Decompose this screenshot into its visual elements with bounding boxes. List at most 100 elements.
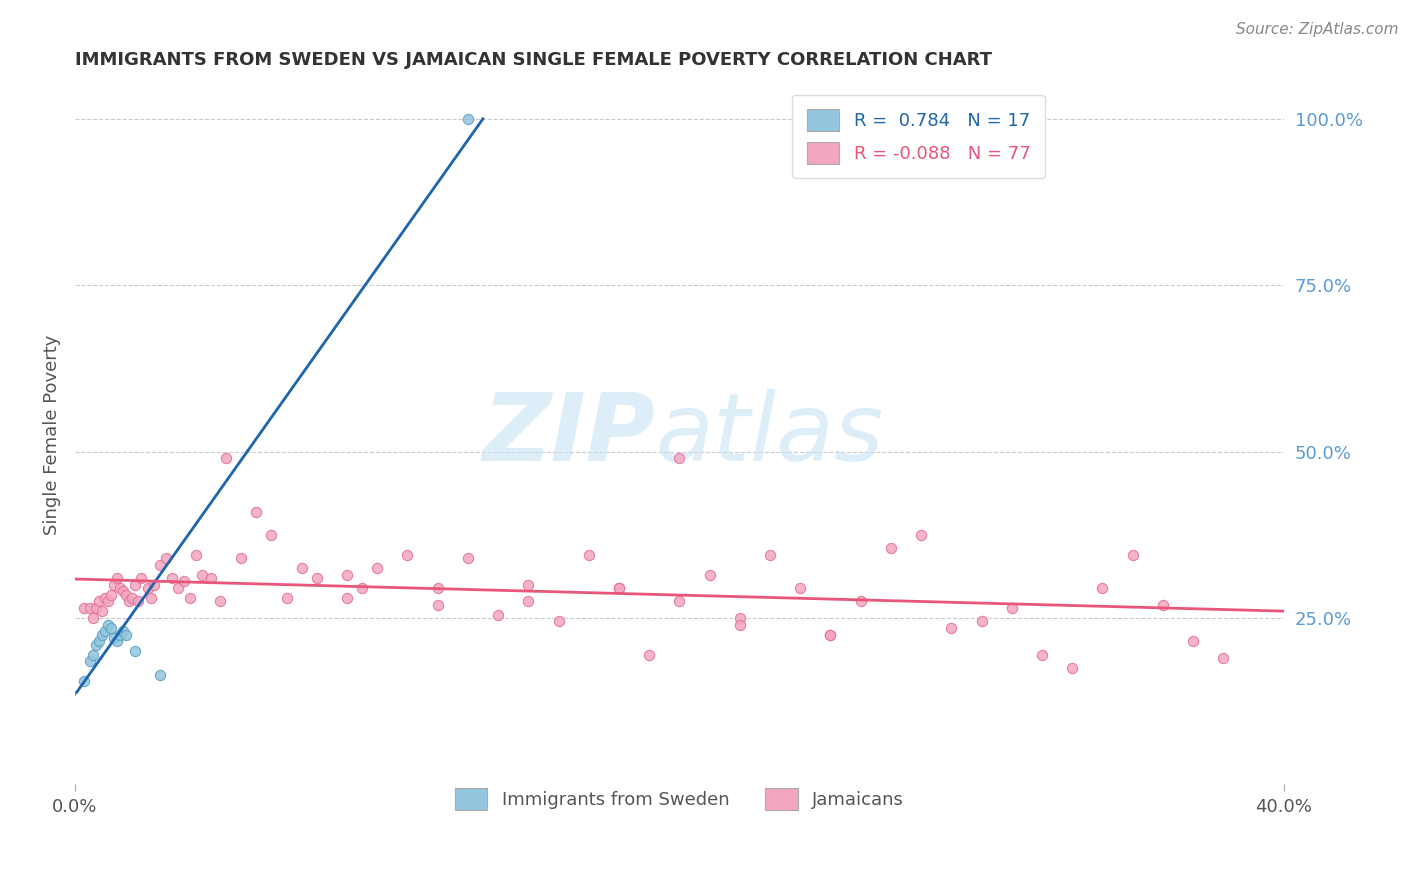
Point [209,594,232,608]
Point [607,581,630,595]
Point [336,567,359,582]
Point [638,648,661,662]
Point [820,628,842,642]
Point [82,648,104,662]
Point [79,601,101,615]
Point [166,581,188,595]
Point [84,601,107,615]
Point [1122,548,1144,562]
Point [82,611,104,625]
Text: atlas: atlas [655,390,883,481]
Point [124,644,146,658]
Point [73,674,96,689]
Point [112,584,135,599]
Point [131,571,153,585]
Point [486,607,509,622]
Point [276,591,298,605]
Point [79,654,101,668]
Point [136,581,159,595]
Point [426,598,449,612]
Point [1091,581,1114,595]
Point [728,611,751,625]
Point [91,604,114,618]
Point [112,624,135,639]
Point [759,548,782,562]
Point [1062,661,1084,675]
Point [1152,598,1174,612]
Point [291,561,314,575]
Y-axis label: Single Female Poverty: Single Female Poverty [44,334,60,535]
Point [789,581,811,595]
Point [1031,648,1053,662]
Point [89,634,111,648]
Point [173,574,195,589]
Point [260,528,283,542]
Point [607,581,630,595]
Point [820,628,842,642]
Point [1182,634,1205,648]
Point [215,451,238,466]
Point [366,561,388,575]
Point [115,588,138,602]
Point [668,594,690,608]
Point [457,112,479,126]
Point [94,624,117,639]
Point [517,578,540,592]
Point [728,617,751,632]
Point [699,567,721,582]
Point [910,528,932,542]
Point [880,541,903,555]
Point [105,571,128,585]
Point [73,601,96,615]
Point [941,621,963,635]
Point [139,591,162,605]
Point [105,634,128,648]
Point [457,551,479,566]
Point [668,451,690,466]
Point [110,581,132,595]
Point [191,567,214,582]
Point [352,581,374,595]
Point [200,571,222,585]
Text: ZIP: ZIP [482,389,655,481]
Point [1001,601,1024,615]
Point [517,594,540,608]
Point [149,558,172,572]
Point [94,591,117,605]
Point [121,591,143,605]
Point [127,594,149,608]
Point [115,628,138,642]
Point [149,667,172,681]
Point [396,548,419,562]
Point [100,621,122,635]
Point [89,594,111,608]
Point [578,548,600,562]
Text: IMMIGRANTS FROM SWEDEN VS JAMAICAN SINGLE FEMALE POVERTY CORRELATION CHART: IMMIGRANTS FROM SWEDEN VS JAMAICAN SINGL… [75,51,993,69]
Point [184,548,207,562]
Point [426,581,449,595]
Point [179,591,201,605]
Point [547,615,569,629]
Point [118,594,141,608]
Point [245,504,267,518]
Point [160,571,183,585]
Point [110,628,132,642]
Point [336,591,359,605]
Point [91,628,114,642]
Point [103,631,125,645]
Point [100,588,122,602]
Point [1212,651,1234,665]
Text: Source: ZipAtlas.com: Source: ZipAtlas.com [1236,22,1399,37]
Point [849,594,872,608]
Point [103,578,125,592]
Point [142,578,165,592]
Legend: Immigrants from Sweden, Jamaicans: Immigrants from Sweden, Jamaicans [440,773,918,824]
Point [231,551,253,566]
Point [84,638,107,652]
Point [970,615,993,629]
Point [97,594,120,608]
Point [97,617,120,632]
Point [155,551,177,566]
Point [305,571,328,585]
Point [124,578,146,592]
